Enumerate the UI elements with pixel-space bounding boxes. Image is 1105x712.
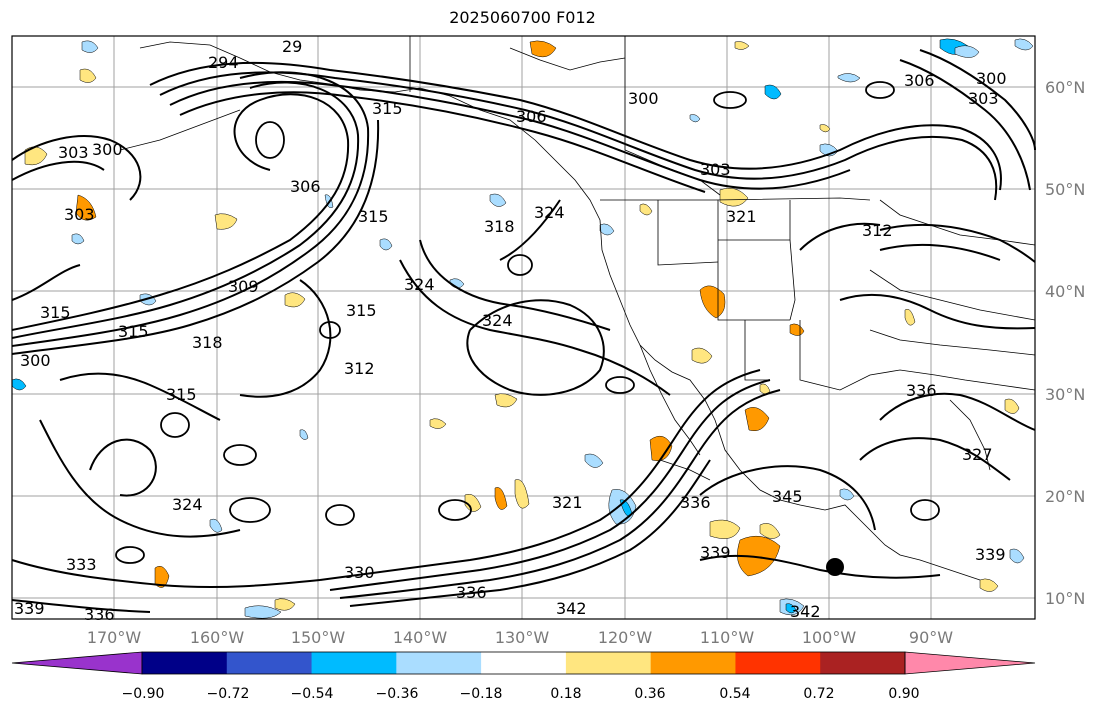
contour-label: 327 bbox=[962, 445, 993, 464]
colorbar-segment bbox=[565, 652, 652, 674]
colorbar-tick-label: −0.18 bbox=[460, 686, 503, 702]
colorbar-extend-low bbox=[11, 651, 143, 675]
colorbar-tick-label: −0.72 bbox=[207, 686, 250, 702]
contour-label: 303 bbox=[64, 205, 95, 224]
colorbar-tick-label: −0.54 bbox=[291, 686, 334, 702]
contour-label: 300 bbox=[628, 89, 659, 108]
contour-label: 324 bbox=[534, 203, 565, 222]
lon-label: 140°W bbox=[393, 628, 448, 647]
contour-label: 339 bbox=[14, 599, 45, 618]
lat-label: 20°N bbox=[1045, 487, 1085, 506]
colorbar-tick-label: 0.18 bbox=[550, 686, 581, 702]
storm-marker bbox=[826, 558, 844, 576]
colorbar-segment bbox=[735, 652, 821, 674]
contour-lines bbox=[11, 49, 1036, 613]
contour-label: 312 bbox=[344, 359, 375, 378]
colorbar-segment bbox=[396, 652, 482, 674]
contour-label: 318 bbox=[484, 217, 515, 236]
colorbar-segment bbox=[226, 652, 313, 674]
lon-label: 110°W bbox=[700, 628, 755, 647]
colorbar-segment bbox=[142, 652, 228, 674]
colorbar bbox=[11, 651, 1036, 675]
contour-label: 336 bbox=[84, 605, 115, 624]
contour-label: 294 bbox=[208, 53, 239, 72]
contour-label: 29 bbox=[282, 37, 302, 56]
contour-label: 303 bbox=[58, 143, 89, 162]
contour-labels: 294 29 315 306 300 303 300 306 303 318 3… bbox=[14, 37, 1007, 624]
colorbar-tick-label: −0.90 bbox=[122, 686, 165, 702]
contour-label: 300 bbox=[92, 140, 123, 159]
contour-label: 339 bbox=[700, 543, 731, 562]
colorbar-tick-label: 0.54 bbox=[719, 686, 750, 702]
shaded-fields bbox=[11, 38, 1034, 619]
colorbar-segment bbox=[650, 652, 736, 674]
contour-label: 339 bbox=[975, 545, 1006, 564]
contour-label: 306 bbox=[290, 177, 321, 196]
contour-label: 324 bbox=[172, 495, 203, 514]
colorbar-segment bbox=[311, 652, 397, 674]
colorbar-tick-labels: −0.90 −0.72 −0.54 −0.36 −0.18 0.18 0.36 … bbox=[122, 686, 920, 702]
lon-label: 130°W bbox=[495, 628, 550, 647]
lon-label: 160°W bbox=[190, 628, 245, 647]
contour-label: 300 bbox=[20, 351, 51, 370]
lon-label: 170°W bbox=[87, 628, 142, 647]
lon-label: 90°W bbox=[909, 628, 953, 647]
contour-label: 315 bbox=[118, 322, 149, 341]
contour-label: 342 bbox=[790, 602, 821, 621]
contour-label: 321 bbox=[726, 207, 757, 226]
lat-label: 30°N bbox=[1045, 385, 1085, 404]
colorbar-tick-label: 0.72 bbox=[803, 686, 834, 702]
lon-label: 120°W bbox=[598, 628, 653, 647]
contour-label: 345 bbox=[772, 487, 803, 506]
lat-label: 50°N bbox=[1045, 180, 1085, 199]
map-title: 2025060700 F012 bbox=[449, 8, 596, 27]
contour-label: 306 bbox=[904, 71, 935, 90]
longitude-labels: 170°W 160°W 150°W 140°W 130°W 120°W 110°… bbox=[87, 628, 953, 647]
contour-label: 315 bbox=[346, 301, 377, 320]
contour-label: 312 bbox=[862, 221, 893, 240]
contour-label: 324 bbox=[404, 275, 435, 294]
coastlines bbox=[119, 36, 1036, 581]
contour-label: 336 bbox=[906, 381, 937, 400]
lat-label: 60°N bbox=[1045, 78, 1085, 97]
colorbar-tick-label: 0.90 bbox=[888, 686, 919, 702]
contour-label: 318 bbox=[192, 333, 223, 352]
contour-label: 342 bbox=[556, 599, 587, 618]
map-border bbox=[11, 35, 1036, 620]
colorbar-tick-label: −0.36 bbox=[376, 686, 419, 702]
contour-label: 324 bbox=[482, 311, 513, 330]
lon-label: 100°W bbox=[802, 628, 857, 647]
colorbar-frame bbox=[141, 651, 906, 675]
lat-label: 10°N bbox=[1045, 589, 1085, 608]
contour-label: 315 bbox=[166, 385, 197, 404]
contour-label: 306 bbox=[516, 107, 547, 126]
contour-label: 336 bbox=[680, 493, 711, 512]
contour-label: 321 bbox=[552, 493, 583, 512]
colorbar-segment bbox=[481, 652, 567, 674]
colorbar-segment bbox=[820, 652, 906, 674]
latitude-labels: 60°N 50°N 40°N 30°N 20°N 10°N bbox=[1045, 78, 1085, 608]
contour-label: 315 bbox=[358, 207, 389, 226]
contour-label: 309 bbox=[228, 277, 259, 296]
small-contour-loops bbox=[115, 81, 940, 564]
colorbar-extend-high bbox=[904, 651, 1036, 675]
contour-label: 330 bbox=[344, 563, 375, 582]
contour-label: 300 bbox=[976, 69, 1007, 88]
contour-label: 315 bbox=[40, 303, 71, 322]
lat-label: 40°N bbox=[1045, 282, 1085, 301]
contour-label: 336 bbox=[456, 583, 487, 602]
colorbar-tick-label: 0.36 bbox=[634, 686, 665, 702]
contour-label: 315 bbox=[372, 99, 403, 118]
lon-label: 150°W bbox=[291, 628, 346, 647]
contour-label: 303 bbox=[700, 160, 731, 179]
contour-label: 303 bbox=[968, 89, 999, 108]
contour-label: 333 bbox=[66, 555, 97, 574]
